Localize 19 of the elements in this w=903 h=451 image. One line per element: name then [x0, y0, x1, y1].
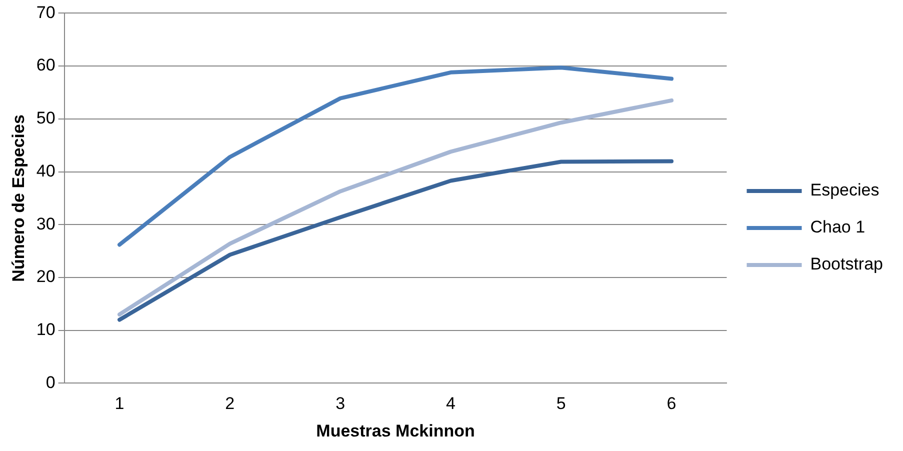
y-tick-label: 50: [36, 108, 56, 128]
x-tick-label: 3: [336, 394, 346, 414]
y-tick-label: 30: [36, 214, 56, 234]
legend-label: Chao 1: [810, 218, 866, 237]
x-tick-label: 4: [446, 394, 456, 414]
legend-label: Especies: [810, 180, 880, 200]
y-tick-label: 10: [36, 320, 56, 340]
x-tick-label: 1: [114, 394, 124, 414]
x-tick-label: 5: [556, 394, 566, 414]
y-tick-label: 0: [46, 372, 56, 392]
legend-label: Bootstrap: [810, 254, 883, 274]
x-tick-label: 6: [666, 394, 676, 414]
y-tick-label: 70: [36, 2, 56, 22]
x-tick-label: 2: [225, 394, 235, 414]
y-axis-title: Número de Especies: [8, 114, 28, 282]
y-tick-label: 40: [36, 161, 56, 180]
y-tick-label: 20: [36, 267, 56, 286]
x-axis-title: Muestras Mckinnon: [316, 421, 475, 440]
y-tick-label: 60: [36, 56, 56, 75]
